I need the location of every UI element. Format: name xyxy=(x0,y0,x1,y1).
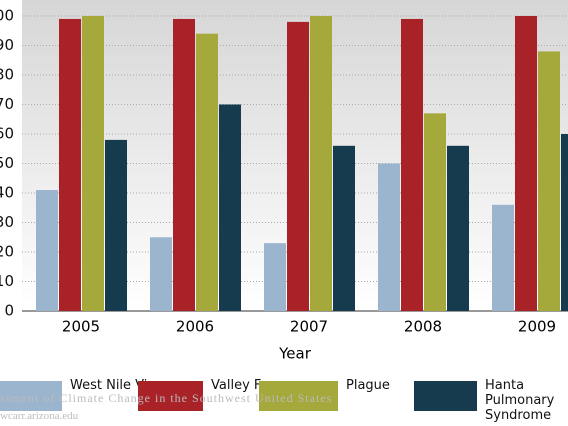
bar xyxy=(196,33,218,311)
y-tick-label: 50 xyxy=(0,154,14,172)
source-text: ssment of Climate Change in the Southwes… xyxy=(0,391,333,405)
y-tick-label: 30 xyxy=(0,213,14,231)
bar xyxy=(287,21,309,312)
y-tick-label: 90 xyxy=(0,36,14,54)
bar xyxy=(82,16,104,311)
bar xyxy=(538,51,560,312)
bar xyxy=(333,145,355,311)
legend-swatch xyxy=(259,381,338,411)
legend-label: Hanta Pulmonary Syndrome xyxy=(485,378,555,423)
bar xyxy=(515,16,537,311)
x-tick-label: 2007 xyxy=(290,318,328,336)
legend-label: Plague xyxy=(346,378,390,393)
y-tick-label: 40 xyxy=(0,184,14,202)
y-tick-label: 0 xyxy=(4,302,14,320)
bar xyxy=(424,113,446,311)
bar xyxy=(447,145,469,311)
x-tick-label: 2005 xyxy=(62,318,100,336)
x-tick-label: 2006 xyxy=(176,318,214,336)
x-axis-label: Year xyxy=(278,345,312,363)
legend-swatch xyxy=(0,381,62,411)
legend-swatch xyxy=(138,381,203,411)
bar xyxy=(36,190,58,311)
bar xyxy=(105,139,127,311)
y-tick-label: 100 xyxy=(0,7,14,25)
bar xyxy=(492,204,514,311)
x-tick-label: 2008 xyxy=(404,318,442,336)
x-tick-label: 2009 xyxy=(518,318,556,336)
bar xyxy=(219,104,241,311)
source-url: wcarr.arizona.edu xyxy=(0,410,79,422)
bar xyxy=(173,18,195,311)
y-tick-label: 60 xyxy=(0,125,14,143)
y-tick-label: 20 xyxy=(0,243,14,261)
y-tick-label: 70 xyxy=(0,95,14,113)
bar xyxy=(378,163,400,311)
y-tick-label: 10 xyxy=(0,272,14,290)
bar xyxy=(150,237,172,311)
bar xyxy=(401,18,423,311)
bar xyxy=(310,16,332,311)
legend-swatch xyxy=(414,381,477,411)
y-tick-label: 80 xyxy=(0,66,14,84)
bar xyxy=(561,134,568,311)
bar xyxy=(264,243,286,311)
bar xyxy=(59,18,81,311)
